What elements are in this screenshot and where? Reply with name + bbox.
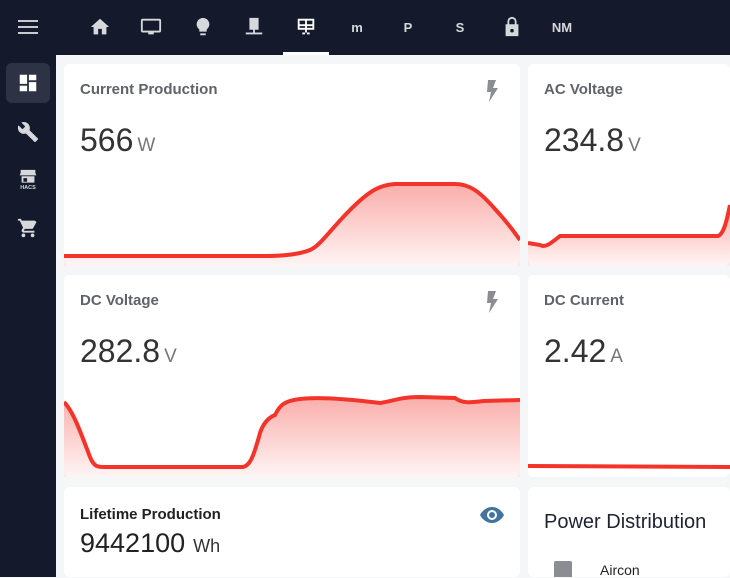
flash-icon [487,80,498,102]
eye-icon[interactable] [480,506,504,524]
home-icon [90,18,110,35]
tab-home[interactable] [82,12,118,42]
card-value: 282.8 V [80,333,177,369]
dc-current-card[interactable]: DC Current 2.42 A [528,275,730,477]
tab-monitor[interactable] [133,12,169,42]
lightbulb-icon [196,17,210,36]
sparkline-graph [64,394,520,477]
sparkline-graph [64,182,520,266]
card-title: AC Voltage [544,81,623,98]
svg-text:HACS: HACS [20,185,36,190]
lifetime-production-card[interactable]: Lifetime Production 9442100 Wh [64,487,520,577]
monitor-icon [140,18,162,35]
sparkline-graph [528,464,730,469]
card-title: Lifetime Production [80,506,221,523]
hacs-icon: HACS [19,169,37,190]
cart-icon [17,218,37,238]
tab-label: P [403,19,413,35]
wrench-icon [17,122,39,143]
lock-icon [505,16,519,37]
tab-solar[interactable] [288,12,324,42]
sidebar-item-store[interactable] [6,208,50,248]
sidebar-item-overview[interactable] [6,63,50,103]
current-production-card[interactable]: Current Production 566 W [64,64,520,266]
menu-icon [18,20,38,34]
tab-label: m [351,19,363,35]
sidebar-item-hacs[interactable]: HACS [6,159,50,199]
card-value: 566 W [80,122,156,158]
tab-label: S [455,19,465,35]
card-title: DC Current [544,292,625,309]
dc-voltage-card[interactable]: DC Voltage 282.8 V [64,275,520,477]
sidebar-item-developer-tools[interactable] [6,112,50,152]
tab-nm[interactable]: NM [544,12,580,42]
ac-voltage-card[interactable]: AC Voltage 234.8 V [528,64,730,266]
top-bar: m P S NM [0,0,730,55]
card-title: Power Distribution [544,511,707,533]
menu-button[interactable] [12,12,44,42]
active-tab-indicator [283,52,329,55]
card-title: Current Production [80,81,218,98]
power-distribution-card[interactable]: Power Distribution Aircon [528,487,730,578]
tab-label: NM [551,19,573,35]
sparkline-graph [528,204,730,266]
solar-panel-icon [297,18,315,35]
card-value: 234.8 V [544,122,641,158]
tab-m[interactable]: m [339,12,375,42]
tab-p[interactable]: P [390,12,426,42]
tab-lights[interactable] [185,12,221,42]
server-network-icon [245,17,263,35]
dashboard-icon [19,74,37,92]
list-item-aircon: Aircon [600,562,640,578]
card-title: DC Voltage [80,292,159,309]
sidebar: HACS [0,55,56,577]
aircon-icon [554,561,572,577]
flash-icon [487,291,498,313]
tab-s[interactable]: S [442,12,478,42]
card-value: 9442100 Wh [80,528,221,558]
tab-network[interactable] [236,12,272,42]
tab-lock[interactable] [494,12,530,42]
card-value: 2.42 A [544,333,623,369]
